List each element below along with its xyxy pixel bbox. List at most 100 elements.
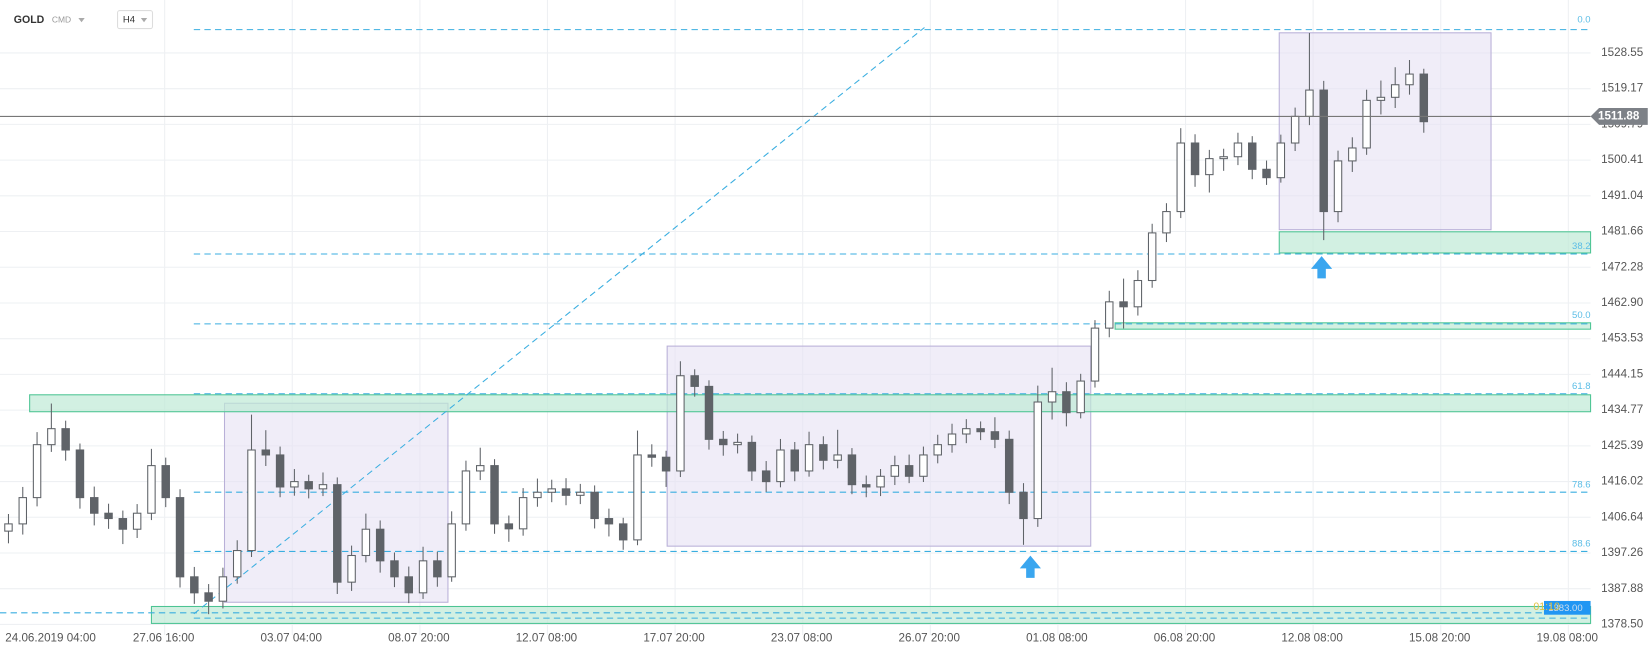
y-tick-label: 1397.26 bbox=[1601, 546, 1643, 559]
x-tick-label: 17.07 20:00 bbox=[643, 631, 705, 644]
candle-body bbox=[1305, 89, 1314, 117]
candle-body bbox=[47, 428, 56, 446]
candle-body bbox=[1190, 142, 1200, 176]
y-tick-label: 1387.88 bbox=[1601, 582, 1643, 595]
x-tick-label: 12.07 08:00 bbox=[516, 631, 578, 644]
candle-body bbox=[1262, 168, 1271, 179]
candle-body bbox=[561, 488, 571, 496]
candle-body bbox=[90, 497, 99, 514]
candle-body bbox=[518, 497, 528, 530]
candle-body bbox=[1219, 156, 1228, 160]
candle-body bbox=[1062, 391, 1071, 414]
candle-body bbox=[1233, 142, 1243, 158]
x-tick-label: 12.08 08:00 bbox=[1281, 631, 1343, 644]
candle-body bbox=[1105, 301, 1114, 329]
candle-body bbox=[232, 550, 242, 578]
candle-body bbox=[690, 375, 699, 387]
candle-body bbox=[1019, 491, 1028, 520]
candle-body bbox=[1076, 380, 1085, 414]
candle-body bbox=[1176, 142, 1185, 213]
candle-body bbox=[318, 484, 328, 490]
zone bbox=[150, 605, 1592, 624]
x-tick-label: 26.07 20:00 bbox=[899, 631, 961, 644]
candle-body bbox=[790, 449, 799, 472]
candle-body bbox=[904, 465, 914, 477]
candle-body bbox=[1419, 73, 1429, 123]
fib-label: 0.0 bbox=[1577, 15, 1590, 26]
candle-body bbox=[747, 441, 757, 472]
y-tick-label: 1500.41 bbox=[1601, 153, 1643, 166]
candle-body bbox=[161, 465, 170, 499]
axis-layer: 1528.551519.171509.791500.411491.041481.… bbox=[0, 15, 1648, 644]
candle-body bbox=[290, 481, 299, 488]
range-box bbox=[1278, 32, 1492, 231]
candle-body bbox=[833, 454, 842, 461]
candle-body bbox=[261, 449, 271, 456]
candle-body bbox=[4, 523, 13, 532]
candle-body bbox=[633, 454, 642, 541]
candle-body bbox=[61, 428, 70, 451]
candle-body bbox=[247, 449, 256, 552]
candle-body bbox=[1147, 232, 1157, 282]
candle-body bbox=[433, 560, 442, 578]
x-tick-label: 15.08 20:00 bbox=[1409, 631, 1471, 644]
dropdown-caret[interactable] bbox=[140, 17, 148, 23]
candle-body bbox=[1248, 142, 1257, 170]
y-tick-label: 1416.02 bbox=[1601, 475, 1643, 488]
candle-body bbox=[1033, 401, 1043, 520]
candle-body bbox=[1348, 147, 1357, 162]
candle-body bbox=[476, 465, 485, 472]
y-tick-label: 1434.77 bbox=[1601, 403, 1643, 416]
candle-body bbox=[375, 528, 385, 562]
y-tick-label: 1528.55 bbox=[1601, 46, 1643, 59]
last-price-label: 1511.88 bbox=[1598, 110, 1640, 123]
timeframe-button[interactable] bbox=[117, 10, 154, 30]
y-tick-label: 1472.28 bbox=[1601, 260, 1643, 273]
candle-body bbox=[947, 433, 957, 446]
y-tick-label: 1444.15 bbox=[1601, 367, 1643, 380]
x-tick-label: 03.07 04:00 bbox=[261, 631, 323, 644]
y-tick-label: 1406.64 bbox=[1601, 510, 1644, 523]
candle-body bbox=[862, 484, 871, 488]
candle-body bbox=[190, 576, 199, 594]
x-tick-label: 06.08 20:00 bbox=[1154, 631, 1216, 644]
candle-body bbox=[175, 497, 185, 578]
candle-body bbox=[1276, 142, 1286, 179]
arrow-up bbox=[1311, 256, 1333, 279]
candle-body bbox=[347, 554, 356, 583]
candle-body bbox=[547, 488, 556, 493]
candle-body bbox=[18, 497, 28, 525]
candle-body bbox=[333, 484, 342, 583]
candle-body bbox=[933, 444, 942, 456]
candle-body bbox=[919, 454, 928, 477]
x-tick-label: 24.06.2019 04:00 bbox=[5, 631, 96, 644]
candle-body bbox=[704, 385, 714, 440]
candle-body bbox=[404, 576, 413, 594]
fib-label: 50.0 bbox=[1572, 310, 1591, 321]
timeframe[interactable]: H4 bbox=[123, 15, 136, 26]
order-level-label: 1383.00 bbox=[1548, 603, 1582, 614]
candle-body bbox=[390, 560, 399, 578]
candle-body bbox=[847, 454, 857, 486]
candle-body bbox=[576, 491, 585, 496]
fib-label: 61.8 bbox=[1572, 381, 1591, 392]
y-tick-label: 1462.90 bbox=[1601, 296, 1644, 309]
candle-body bbox=[1333, 160, 1343, 213]
dropdown-caret[interactable] bbox=[78, 17, 85, 23]
y-tick-label: 1491.04 bbox=[1601, 189, 1644, 202]
symbol[interactable]: GOLD bbox=[14, 14, 45, 26]
candle-body bbox=[504, 523, 514, 530]
y-tick-label: 1453.53 bbox=[1601, 332, 1643, 345]
candle-body bbox=[1376, 96, 1386, 101]
fib-label: 38.2 bbox=[1572, 241, 1591, 252]
candle-body bbox=[1162, 211, 1171, 234]
candle-body bbox=[32, 444, 42, 499]
order-level-tag bbox=[1543, 600, 1591, 615]
y-tick-label: 1519.17 bbox=[1601, 82, 1643, 95]
candle-body bbox=[976, 428, 985, 433]
candle-body bbox=[647, 454, 657, 458]
candle-body bbox=[761, 470, 771, 483]
candle-body bbox=[719, 438, 728, 446]
